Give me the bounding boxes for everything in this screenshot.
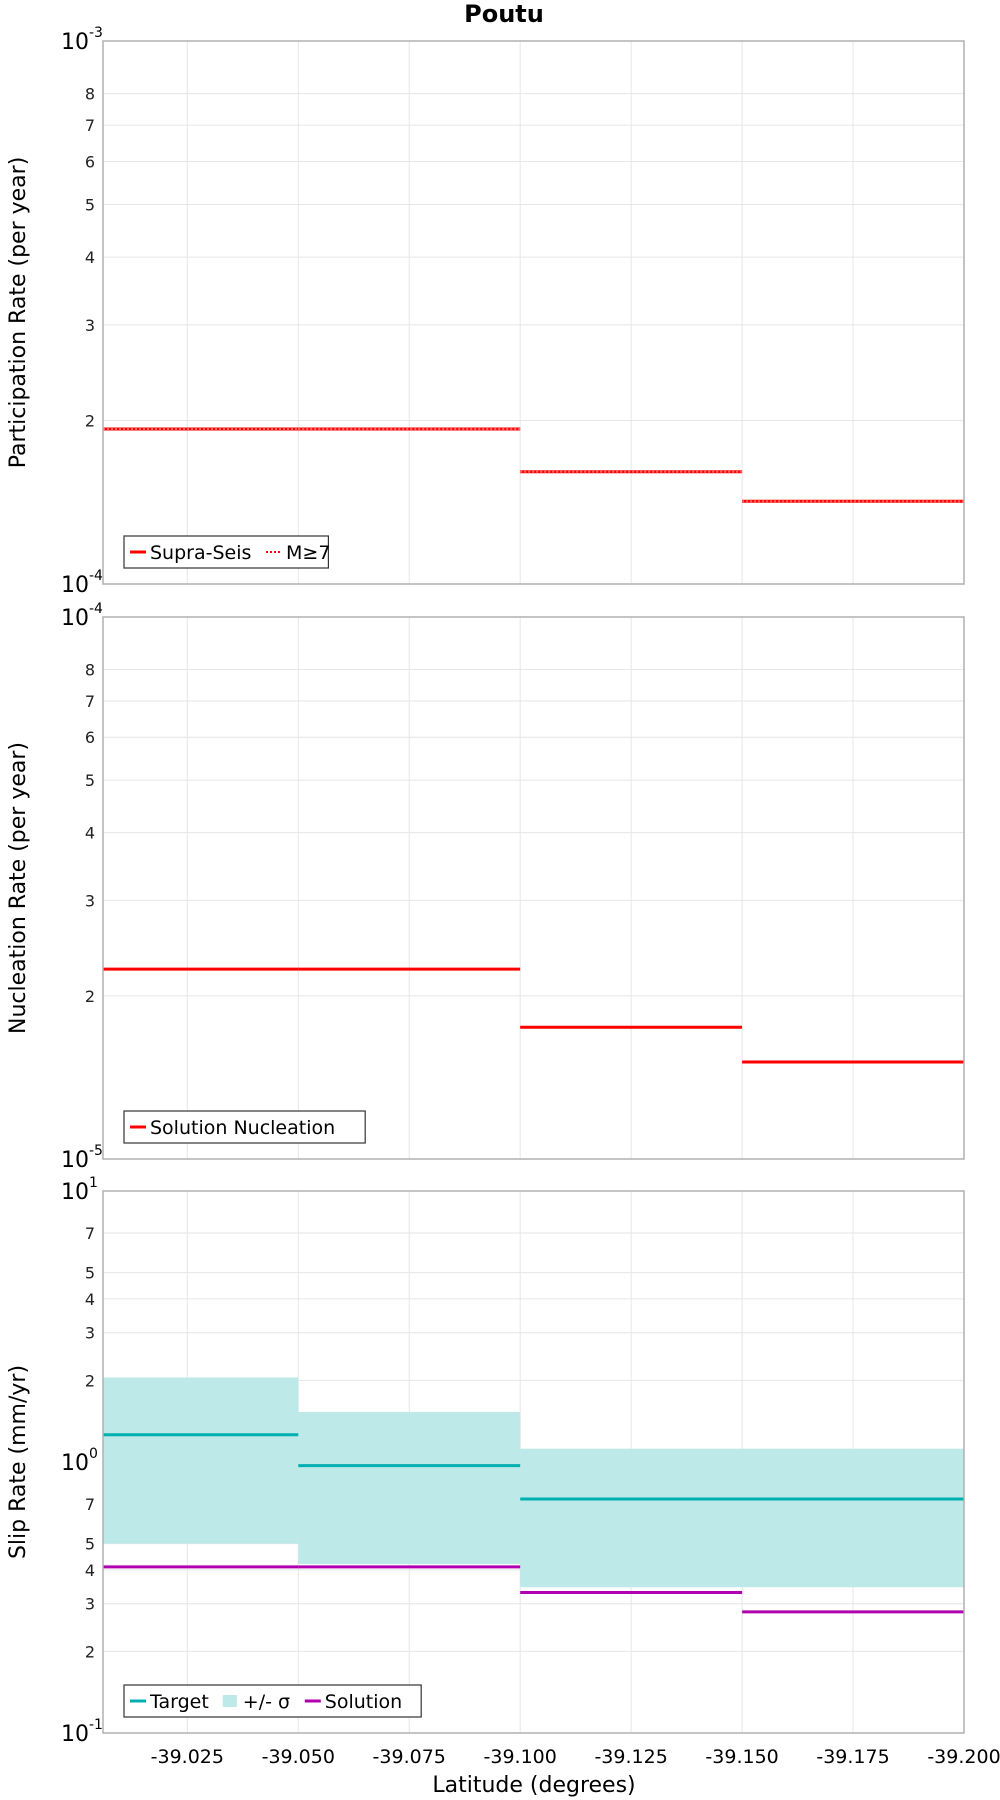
y-tick-label: 2 [85, 1642, 95, 1661]
legend-label: Target [149, 1691, 209, 1713]
legend-box [123, 1684, 422, 1718]
y-tick-label: 10 [61, 1722, 89, 1747]
plot-frame [102, 1190, 965, 1734]
y-tick-label: 4 [85, 248, 95, 267]
y-tick-label: 6 [85, 152, 95, 171]
y-tick-exponent: -5 [89, 1143, 103, 1159]
legend-box [123, 535, 329, 569]
legend-swatch [222, 1695, 237, 1707]
y-axis-label: Participation Rate (per year) [6, 157, 31, 469]
x-tick-label: -39.175 [816, 1746, 889, 1768]
y-tick-label: 7 [85, 1224, 95, 1243]
y-tick-label: 10 [61, 1451, 89, 1476]
y-tick-label: 8 [85, 85, 95, 104]
y-tick-label: 2 [85, 1371, 95, 1390]
y-tick-exponent: 0 [89, 1446, 98, 1462]
legend-label: +/- σ [243, 1691, 290, 1713]
x-tick-label: -39.100 [484, 1746, 557, 1768]
y-tick-label: 4 [85, 1290, 95, 1309]
y-tick-label: 10 [61, 606, 89, 631]
x-tick-label: -39.025 [151, 1746, 224, 1768]
sigma-band-segment [103, 1377, 299, 1544]
y-tick-label: 7 [85, 1495, 95, 1514]
legend-label: Solution [325, 1691, 402, 1713]
y-tick-exponent: -4 [89, 568, 103, 584]
y-tick-label: 3 [85, 316, 95, 335]
y-tick-label: 10 [61, 1148, 89, 1173]
y-tick-label: 5 [85, 1535, 95, 1554]
legend-label: Supra-Seis [150, 542, 251, 564]
y-tick-label: 6 [85, 728, 95, 747]
y-tick-exponent: 1 [89, 1175, 98, 1191]
y-tick-label: 2 [85, 987, 95, 1006]
y-tick-label: 5 [85, 195, 95, 214]
plot-frame [102, 616, 965, 1160]
y-tick-exponent: -3 [89, 25, 103, 41]
y-tick-label: 5 [85, 1264, 95, 1283]
y-axis-label: Nucleation Rate (per year) [6, 742, 31, 1034]
x-tick-label: -39.125 [594, 1746, 667, 1768]
x-tick-label: -39.075 [373, 1746, 446, 1768]
y-tick-label: 2 [85, 412, 95, 431]
y-tick-label: 5 [85, 771, 95, 790]
y-tick-label: 10 [61, 573, 89, 598]
y-tick-label: 3 [85, 1324, 95, 1343]
y-tick-label: 3 [85, 891, 95, 910]
legend: Solution Nucleation [123, 1110, 366, 1144]
legend-box [123, 1110, 366, 1144]
plot-area [103, 41, 964, 584]
sigma-band-segment [520, 1448, 964, 1588]
legend: Target +/- σ Solution [123, 1684, 422, 1718]
plot-area [103, 617, 964, 1159]
legend: Supra-Seis M≥7 [123, 535, 330, 569]
legend-label: Solution Nucleation [150, 1117, 335, 1139]
y-tick-label: 10 [61, 30, 89, 55]
y-tick-label: 3 [85, 1595, 95, 1614]
y-tick-label: 7 [85, 116, 95, 135]
y-tick-label: 4 [85, 824, 95, 843]
chart-title: Poutu [464, 0, 544, 28]
x-tick-label: -39.150 [705, 1746, 778, 1768]
y-tick-exponent: -4 [89, 601, 103, 617]
y-tick-label: 7 [85, 692, 95, 711]
x-tick-label: -39.050 [262, 1746, 335, 1768]
y-axis-label: Slip Rate (mm/yr) [6, 1365, 31, 1559]
y-tick-label: 4 [85, 1561, 95, 1580]
y-tick-label: 8 [85, 661, 95, 680]
y-tick-label: 10 [61, 1180, 89, 1205]
sigma-band-segment [298, 1411, 521, 1565]
plot-frame [102, 40, 965, 585]
legend-label: M≥7 [286, 542, 330, 564]
y-tick-exponent: -1 [89, 1717, 103, 1733]
x-tick-label: -39.200 [927, 1746, 1000, 1768]
x-axis-label: Latitude (degrees) [432, 1773, 635, 1798]
